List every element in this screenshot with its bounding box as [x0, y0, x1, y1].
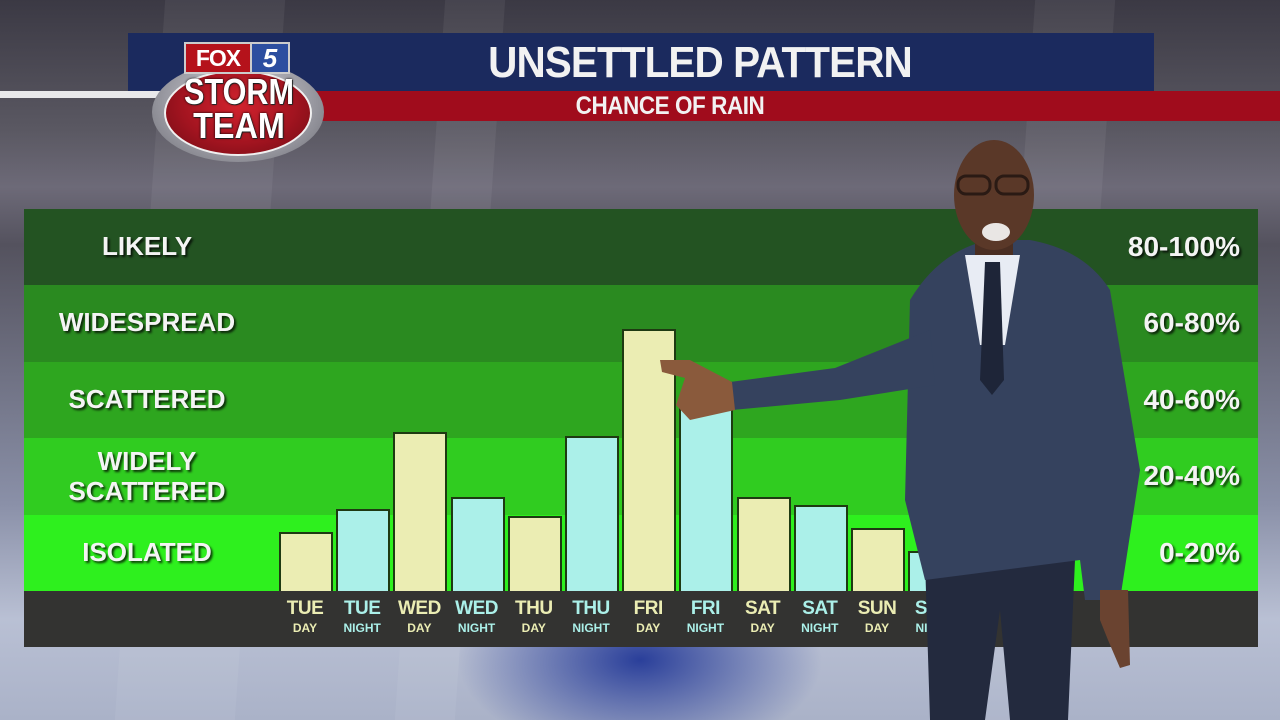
bar-sun-day — [851, 527, 905, 591]
bar-sat-day — [736, 497, 791, 591]
header-accent-line — [0, 91, 160, 98]
bar-wed-day — [393, 432, 448, 591]
subtitle-bar — [300, 91, 1280, 121]
bar-tue-day — [279, 531, 333, 591]
day-name: SAT — [802, 598, 838, 619]
day-part: DAY — [750, 621, 775, 635]
day-name: THU — [572, 598, 610, 619]
page-subtitle: CHANCE OF RAIN — [575, 92, 765, 120]
band-range: 60-80% — [1143, 307, 1240, 339]
bar-fri-night — [679, 398, 734, 591]
day-name: SUN — [857, 598, 897, 619]
day-label: TUE NIGHT — [334, 591, 390, 636]
day-name: FRI — [633, 598, 664, 619]
bar-thu-night — [565, 436, 619, 591]
day-name: SAT — [745, 598, 781, 619]
bar-thu-day — [507, 516, 562, 591]
day-part: DAY — [292, 621, 318, 635]
band-label: SCATTERED — [68, 383, 226, 414]
day-name: SUN — [914, 598, 954, 619]
day-label: SUN NIGHT — [906, 591, 962, 636]
day-part: NIGHT — [801, 621, 839, 635]
day-labels-bar: TUE DAY TUE NIGHT WED DAY WED NIGHT THU DAY THU NIG… — [24, 591, 1258, 647]
day-name: FRI — [690, 598, 721, 619]
bar-fri-day — [622, 329, 677, 591]
day-label: SUN DAY — [849, 591, 905, 636]
logo-storm: STORM — [184, 71, 294, 112]
logo-channel: 5 — [250, 42, 290, 74]
logo-fox: FOX — [184, 42, 252, 74]
day-label: FRI NIGHT — [677, 591, 733, 636]
day-part: NIGHT — [915, 621, 953, 635]
logo-disc — [164, 70, 312, 156]
band-range: 40-60% — [1143, 383, 1240, 415]
fox5-storm-team-logo: FOX 5 STORM TEAM — [150, 40, 328, 162]
band-label: LIKELY — [101, 231, 193, 261]
bar-wed-night — [450, 497, 505, 591]
rain-chance-chart: LIKELY 80-100% WIDESPREAD 60-80% SCATTERED 40… — [24, 209, 1258, 647]
day-label: WED DAY — [391, 591, 447, 636]
day-part: NIGHT — [572, 621, 610, 635]
day-part: DAY — [407, 621, 432, 635]
bar-tue-night — [336, 508, 391, 591]
day-label: FRI DAY — [620, 591, 676, 636]
day-name: WED — [397, 598, 441, 619]
day-part: DAY — [636, 621, 661, 635]
band-label: ISOLATED — [82, 536, 212, 567]
bar-series — [24, 209, 1258, 591]
day-part: DAY — [864, 621, 890, 635]
page-title: UNSETTLED PATTERN — [488, 38, 913, 87]
day-label: THU DAY — [506, 591, 562, 636]
day-part: NIGHT — [343, 621, 381, 635]
day-name: TUE — [286, 598, 324, 619]
logo-team: TEAM — [193, 105, 285, 146]
day-part: NIGHT — [686, 621, 725, 635]
day-name: TUE — [343, 598, 381, 619]
bar-sat-night — [793, 504, 848, 591]
day-name: THU — [515, 598, 553, 619]
day-name: WED — [455, 598, 498, 619]
day-label: SAT DAY — [735, 591, 791, 636]
day-label: WED NIGHT — [449, 591, 505, 636]
day-label: THU NIGHT — [563, 591, 619, 636]
band-label: WIDESPREAD — [58, 307, 236, 338]
day-part: DAY — [521, 621, 546, 635]
day-label: SAT NIGHT — [792, 591, 848, 636]
band-range: 80-100% — [1127, 231, 1240, 262]
band-label: WIDELY SCATTERED — [68, 446, 226, 507]
day-label: TUE DAY — [277, 591, 333, 636]
band-range: 0-20% — [1159, 536, 1240, 568]
bar-sun-night — [908, 550, 963, 591]
day-part: NIGHT — [457, 621, 496, 635]
band-range: 20-40% — [1143, 460, 1240, 492]
